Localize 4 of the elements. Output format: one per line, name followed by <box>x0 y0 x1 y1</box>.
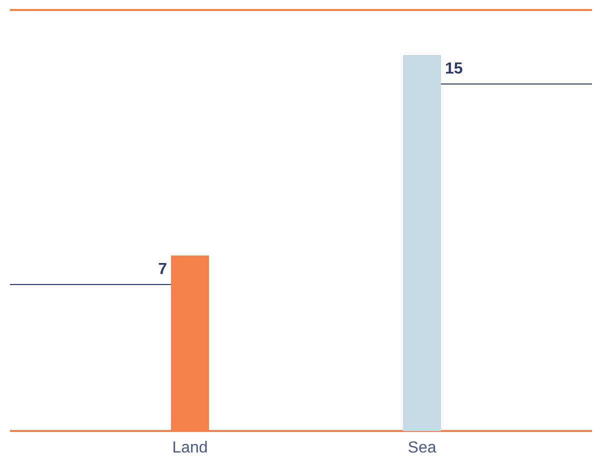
data-label: 7 <box>158 261 168 278</box>
x-tick-label: Sea <box>408 440 436 456</box>
x-tick-label: Land <box>172 440 208 456</box>
data-label: 15 <box>445 60 463 78</box>
